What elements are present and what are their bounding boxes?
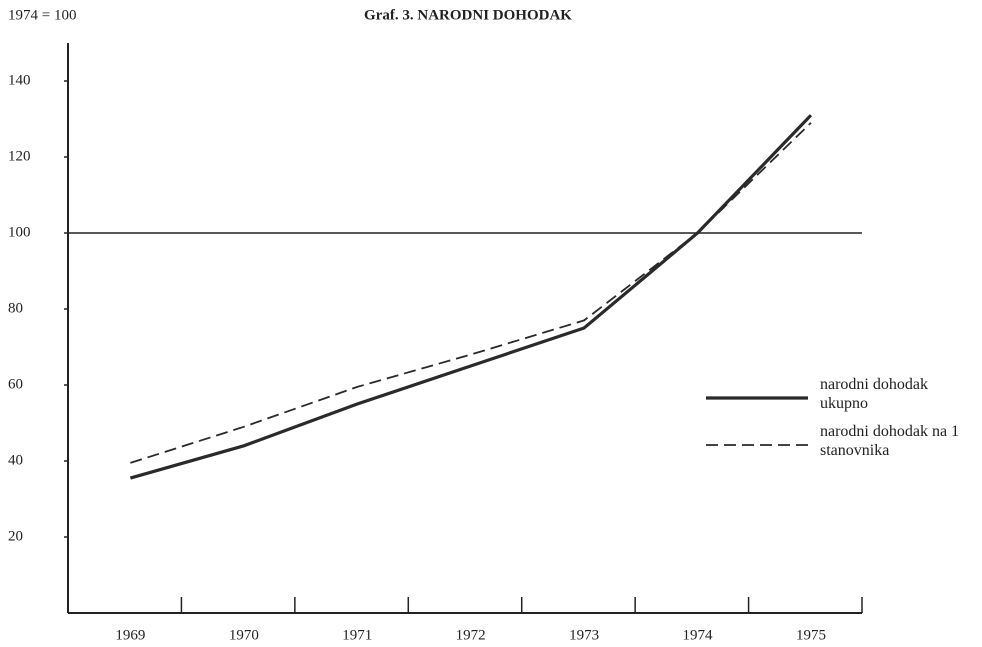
legend-label: narodni dohodak na 1 stanovnika xyxy=(820,423,960,459)
x-tick-label: 1969 xyxy=(115,627,145,643)
y-tick-label: 40 xyxy=(8,452,23,468)
chart-title: Graf. 3. NARODNI DOHODAK xyxy=(364,7,572,23)
x-tick-label: 1974 xyxy=(683,627,714,643)
y-tick-label: 60 xyxy=(8,376,23,392)
y-tick-label: 120 xyxy=(8,148,31,164)
x-tick-label: 1970 xyxy=(229,627,259,643)
x-tick-label: 1975 xyxy=(796,627,826,643)
series-line xyxy=(129,114,813,480)
y-tick-label: 140 xyxy=(8,72,31,88)
series-line xyxy=(130,122,812,464)
x-tick-label: 1973 xyxy=(569,627,599,643)
y-tick-label: 20 xyxy=(8,528,23,544)
annotation: 1974 = 100 xyxy=(8,7,76,23)
x-tick-label: 1972 xyxy=(456,627,486,643)
y-tick-label: 80 xyxy=(8,300,23,316)
y-tick-label: 100 xyxy=(8,224,31,240)
legend-label: narodni dohodak ukupno xyxy=(820,376,928,412)
x-tick-label: 1971 xyxy=(342,627,372,643)
